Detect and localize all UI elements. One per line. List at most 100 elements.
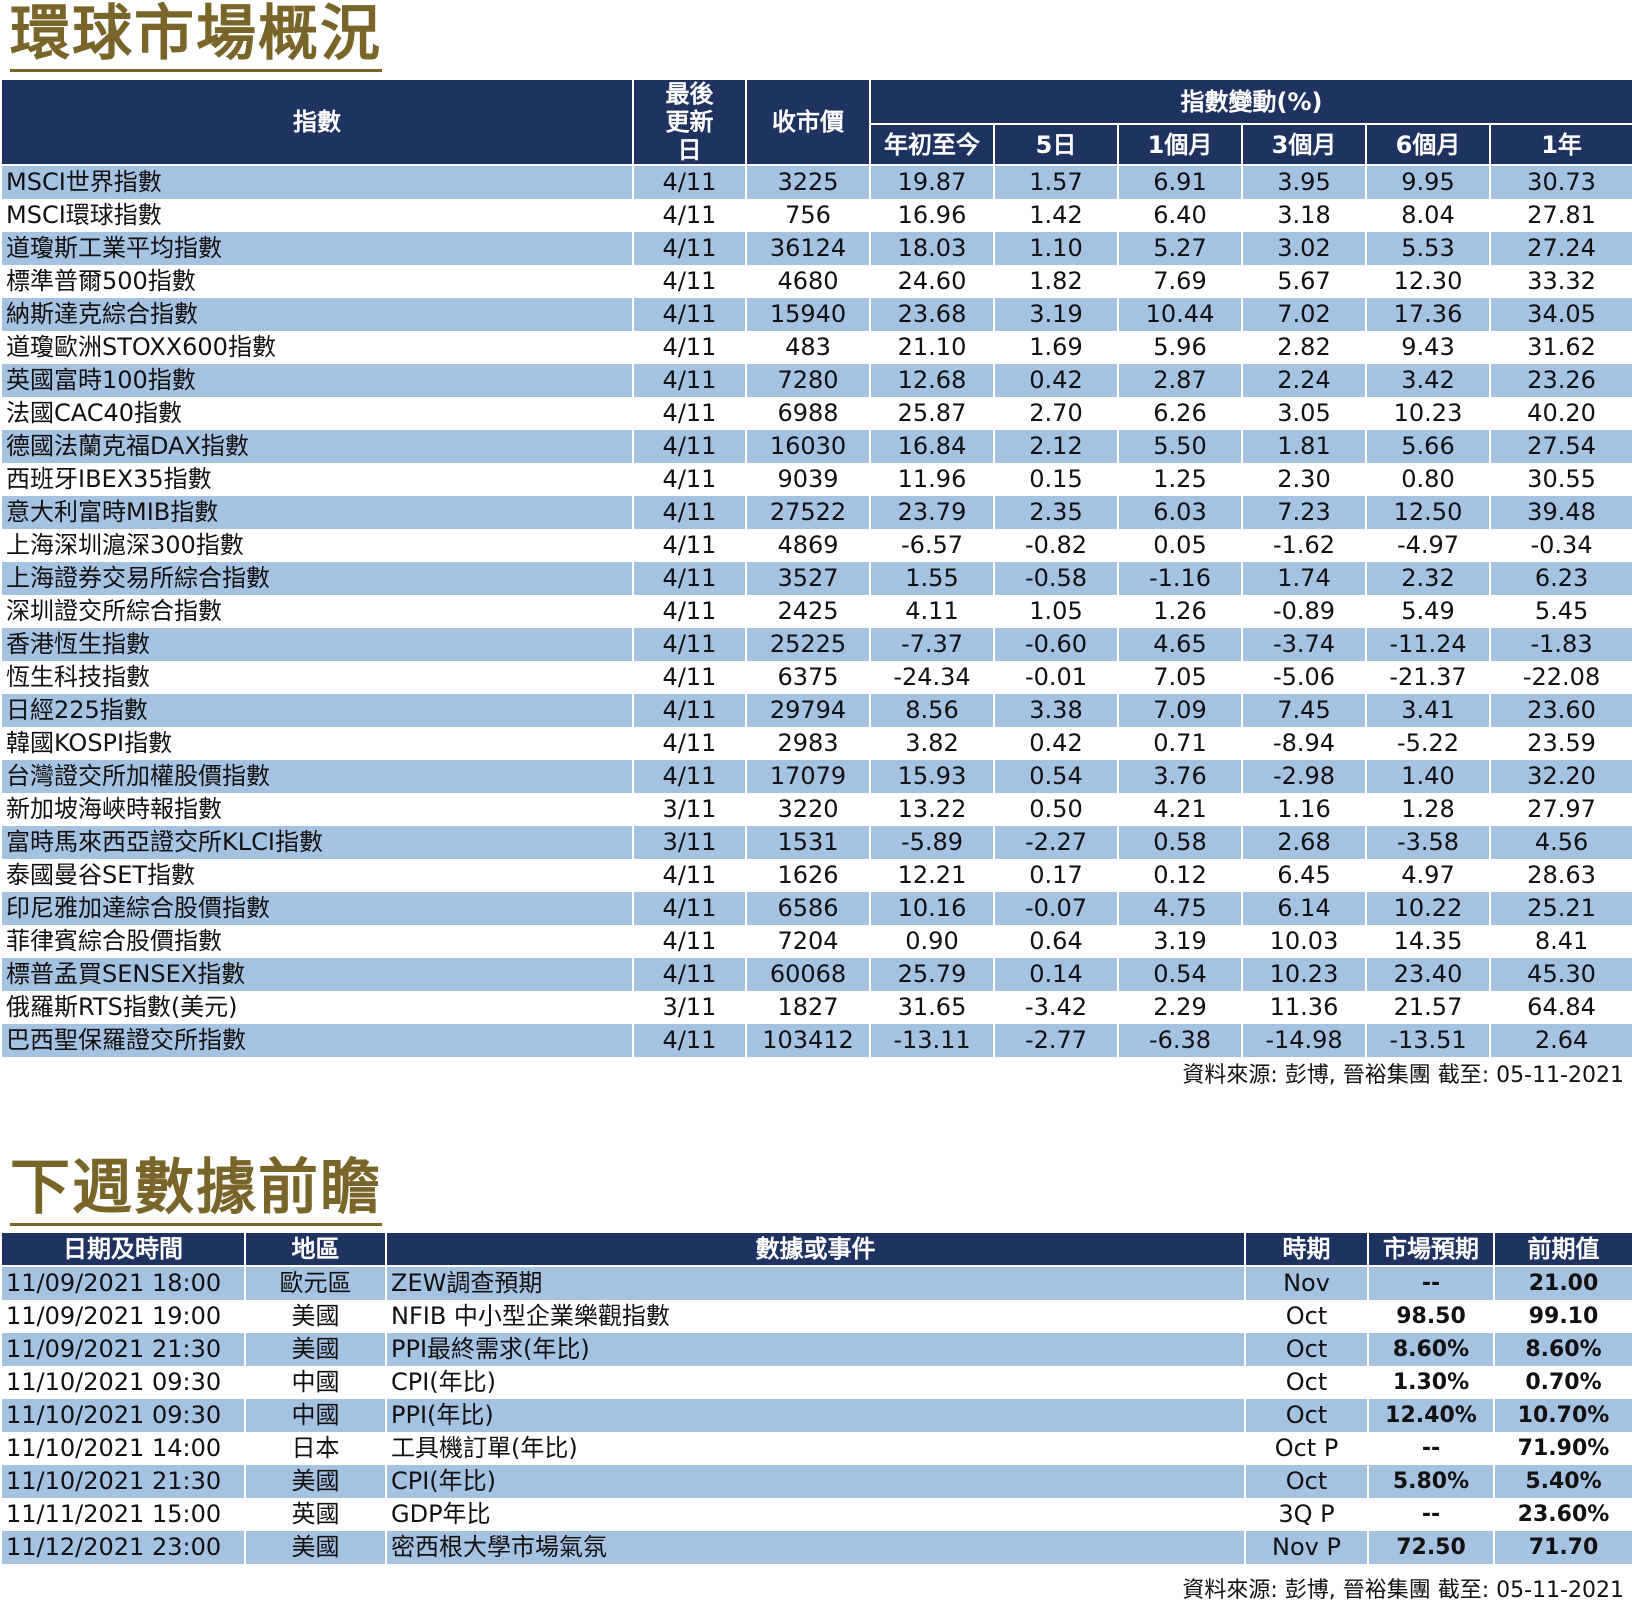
value-cell: -7.37 xyxy=(869,628,995,661)
value-cell: 4/11 xyxy=(632,199,747,232)
header-ytd: 年初至今 xyxy=(869,123,995,166)
previous-cell: 23.60% xyxy=(1493,1498,1632,1531)
table-row: 恆生科技指數 4/11 6375 -24.34 -0.01 7.05 -5.06 -21.37… xyxy=(0,661,1632,694)
forecast-cell: 98.50 xyxy=(1367,1300,1495,1333)
value-cell: 5.66 xyxy=(1365,430,1491,463)
index-name-cell: 上海證券交易所綜合指數 xyxy=(0,562,634,595)
value-cell: 3225 xyxy=(745,165,871,199)
value-cell: 15.93 xyxy=(869,760,995,793)
event-cell: 工具機訂單(年比) xyxy=(385,1432,1246,1465)
value-cell: 1.28 xyxy=(1365,793,1491,826)
value-cell: -5.22 xyxy=(1365,727,1491,760)
value-cell: 12.68 xyxy=(869,364,995,397)
period-cell: Oct xyxy=(1244,1333,1369,1366)
market-section-title: 環球市場概況 xyxy=(10,0,382,72)
index-name-cell: 印尼雅加達綜合股價指數 xyxy=(0,892,634,925)
forecast-cell: 8.60% xyxy=(1367,1333,1495,1366)
value-cell: 4/11 xyxy=(632,463,747,496)
value-cell: 0.58 xyxy=(1117,826,1243,859)
value-cell: 4/11 xyxy=(632,727,747,760)
datetime-cell: 11/10/2021 14:00 xyxy=(0,1432,246,1465)
value-cell: -2.98 xyxy=(1241,760,1367,793)
value-cell: 18.03 xyxy=(869,232,995,265)
header-region: 地區 xyxy=(244,1231,387,1267)
forecast-cell: 72.50 xyxy=(1367,1531,1495,1564)
value-cell: -0.82 xyxy=(993,529,1119,562)
value-cell: 27.54 xyxy=(1488,430,1632,463)
value-cell: 4.56 xyxy=(1488,826,1632,859)
value-cell: 45.30 xyxy=(1488,958,1632,991)
header-5d: 5日 xyxy=(993,123,1119,166)
value-cell: 23.68 xyxy=(869,298,995,331)
table-row: MSCI環球指數 4/11 756 16.96 1.42 6.40 3.18 8.04 27.8… xyxy=(0,199,1632,232)
table-row: 日經225指數 4/11 29794 8.56 3.38 7.09 7.45 3.41 23.6… xyxy=(0,694,1632,727)
value-cell: 34.05 xyxy=(1488,298,1632,331)
table-row: 上海證券交易所綜合指數 4/11 3527 1.55 -0.58 -1.16 1.74 2.3… xyxy=(0,562,1632,595)
region-cell: 美國 xyxy=(244,1531,387,1564)
value-cell: 4/11 xyxy=(632,628,747,661)
region-cell: 中國 xyxy=(244,1366,387,1399)
value-cell: 0.12 xyxy=(1117,859,1243,892)
index-name-cell: MSCI世界指數 xyxy=(0,165,634,199)
value-cell: 1827 xyxy=(745,991,871,1024)
value-cell: -3.58 xyxy=(1365,826,1491,859)
value-cell: 8.41 xyxy=(1488,925,1632,958)
header-1m: 1個月 xyxy=(1117,123,1243,166)
value-cell: -4.97 xyxy=(1365,529,1491,562)
value-cell: 5.96 xyxy=(1117,331,1243,364)
value-cell: 1.55 xyxy=(869,562,995,595)
value-cell: 12.21 xyxy=(869,859,995,892)
table-row: 英國富時100指數 4/11 7280 12.68 0.42 2.87 2.24 3.42 23… xyxy=(0,364,1632,397)
value-cell: 10.03 xyxy=(1241,925,1367,958)
previous-cell: 10.70% xyxy=(1493,1399,1632,1432)
value-cell: 23.79 xyxy=(869,496,995,529)
value-cell: 2.68 xyxy=(1241,826,1367,859)
value-cell: 4/11 xyxy=(632,496,747,529)
period-cell: Oct xyxy=(1244,1366,1369,1399)
period-cell: Oct P xyxy=(1244,1432,1369,1465)
value-cell: -5.89 xyxy=(869,826,995,859)
table-row: MSCI世界指數 4/11 3225 19.87 1.57 6.91 3.95 9.95 30.… xyxy=(0,165,1632,199)
value-cell: 6988 xyxy=(745,397,871,430)
table-row: 台灣證交所加權股價指數 4/11 17079 15.93 0.54 3.76 -2.98 1.… xyxy=(0,760,1632,793)
value-cell: 7.23 xyxy=(1241,496,1367,529)
value-cell: 6586 xyxy=(745,892,871,925)
period-cell: Nov xyxy=(1244,1266,1369,1300)
value-cell: 4/11 xyxy=(632,595,747,628)
market-section-title-text: 環球市場概況 xyxy=(10,0,382,69)
header-datetime: 日期及時間 xyxy=(0,1231,246,1267)
value-cell: 12.50 xyxy=(1365,496,1491,529)
value-cell: 0.42 xyxy=(993,364,1119,397)
table-row: 印尼雅加達綜合股價指數 4/11 6586 10.16 -0.07 4.75 6.14 10.… xyxy=(0,892,1632,925)
value-cell: 3/11 xyxy=(632,826,747,859)
event-cell: NFIB 中小型企業樂觀指數 xyxy=(385,1300,1246,1333)
value-cell: 3.02 xyxy=(1241,232,1367,265)
value-cell: 7280 xyxy=(745,364,871,397)
table-row: 道瓊斯工業平均指數 4/11 36124 18.03 1.10 5.27 3.02 5.53 2… xyxy=(0,232,1632,265)
previous-cell: 99.10 xyxy=(1493,1300,1632,1333)
value-cell: -0.58 xyxy=(993,562,1119,595)
value-cell: -11.24 xyxy=(1365,628,1491,661)
value-cell: -2.27 xyxy=(993,826,1119,859)
value-cell: 16.96 xyxy=(869,199,995,232)
table-row: 西班牙IBEX35指數 4/11 9039 11.96 0.15 1.25 2.30 0.80… xyxy=(0,463,1632,496)
market-index-rows: MSCI世界指數 4/11 3225 19.87 1.57 6.91 3.95 9.95 30.… xyxy=(0,165,1632,1057)
table-row: 深圳證交所綜合指數 4/11 2425 4.11 1.05 1.26 -0.89 5.49 5.… xyxy=(0,595,1632,628)
table-row: 菲律賓綜合股價指數 4/11 7204 0.90 0.64 3.19 10.03 14.35 8… xyxy=(0,925,1632,958)
value-cell: 21.57 xyxy=(1365,991,1491,1024)
value-cell: 3.19 xyxy=(1117,925,1243,958)
table-row: 11/10/2021 09:30 中國 CPI(年比) Oct 1.30% 0.70% xyxy=(0,1366,1632,1399)
value-cell: 0.05 xyxy=(1117,529,1243,562)
value-cell: 2.29 xyxy=(1117,991,1243,1024)
table-row: 俄羅斯RTS指數(美元) 3/11 1827 31.65 -3.42 2.29 11.36 2… xyxy=(0,991,1632,1024)
value-cell: 11.36 xyxy=(1241,991,1367,1024)
value-cell: 0.90 xyxy=(869,925,995,958)
value-cell: -14.98 xyxy=(1241,1024,1367,1057)
calendar-section-title: 下週數據前瞻 xyxy=(10,1156,382,1226)
value-cell: -0.01 xyxy=(993,661,1119,694)
previous-cell: 5.40% xyxy=(1493,1465,1632,1498)
table-row: 11/12/2021 23:00 美國 密西根大學市場氣氛 Nov P 72.50 71.… xyxy=(0,1531,1632,1564)
value-cell: 4/11 xyxy=(632,165,747,199)
value-cell: -1.83 xyxy=(1488,628,1632,661)
value-cell: 5.50 xyxy=(1117,430,1243,463)
